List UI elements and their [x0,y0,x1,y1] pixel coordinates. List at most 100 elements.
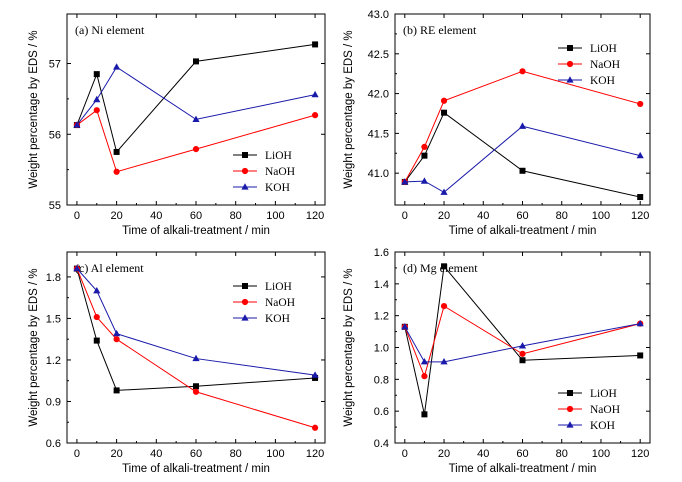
data-point [193,58,199,65]
data-point [637,100,644,108]
y-tick-label: 42.5 [368,49,389,61]
x-axis-title: Time of alkali-treatment / min [122,225,270,237]
panel-title: (c) Al element [75,261,144,275]
y-tick-label: 56 [49,129,61,141]
legend: LiOH NaOH KOH [233,281,295,325]
data-point [93,95,101,103]
y-tick-label: 57 [49,59,61,71]
y-axis-title: Weight percentage by EDS / % [28,268,40,426]
legend-marker [242,152,248,158]
data-point [73,264,81,272]
data-point [518,122,527,129]
x-tick-label: 80 [556,210,568,222]
data-point [440,303,448,310]
data-point [192,146,200,153]
data-point [518,342,527,349]
data-point [73,121,81,128]
x-tick-label: 0 [402,210,408,222]
chart-panel-4: 0 20 40 60 80 100 120 0.4 0.6 0.8 1.0 1.2 1.4 1.6 Time… [343,247,651,475]
data-point [93,286,101,294]
legend-marker [241,167,249,175]
data-point [637,352,644,359]
x-tick-label: 120 [631,210,649,222]
data-point [421,411,428,418]
data-point [441,109,448,116]
x-tick-label: 40 [150,210,162,222]
data-point [636,151,644,159]
x-tick-label: 100 [266,210,284,222]
y-tick-label: 0.8 [374,374,389,386]
x-tick-label: 80 [230,448,242,460]
x-tick-label: 60 [190,448,202,460]
data-point [93,337,100,344]
legend-marker [241,314,249,321]
data-point [93,71,100,78]
data-point [637,194,644,201]
y-tick-label: 1.8 [46,272,61,284]
panel-title: (a) Ni element [75,23,145,37]
data-point [311,90,319,98]
legend-label: NaOH [265,166,295,178]
y-axis-title: Weight percentage by EDS / % [343,268,355,426]
legend-label: KOH [265,313,290,325]
legend: LiOH NaOH KOH [558,388,620,432]
data-point [519,357,526,364]
data-point [440,358,448,365]
series-lioh [73,41,319,155]
x-tick-label: 20 [110,210,122,222]
x-tick-label: 20 [438,448,450,460]
panel-title: (b) RE element [403,23,477,37]
legend-marker [242,283,248,289]
series-koh [401,122,644,195]
data-point [441,263,448,270]
y-tick-label: 0.9 [46,396,61,408]
x-tick-label: 60 [516,210,528,222]
data-point [93,313,100,321]
x-tick-label: 100 [592,210,610,222]
x-tick-label: 120 [631,448,649,460]
y-tick-label: 0.4 [374,438,389,450]
data-point [311,112,319,119]
data-point [636,319,644,327]
x-tick-label: 40 [150,448,162,460]
series-koh [73,63,319,128]
y-tick-label: 55 [49,200,61,212]
data-point [113,336,120,343]
data-point [401,323,409,330]
data-point [519,167,526,174]
data-point [193,383,199,390]
data-point [192,388,200,395]
legend-label: KOH [265,182,290,194]
legend: LiOH NaOH KOH [558,43,620,87]
chart-panel-2: 0 20 40 60 80 100 120 41.0 41.5 42.0 42.5 43.0 Time … [343,9,651,237]
data-point [192,115,200,123]
data-point [312,374,319,381]
series-line [404,305,641,378]
data-point [519,68,526,75]
x-tick-label: 0 [402,448,408,460]
data-point [311,424,319,431]
data-point [421,152,428,159]
data-point [311,371,319,378]
y-tick-label: 43.0 [368,9,389,21]
y-tick-label: 1.2 [374,311,389,323]
data-point [192,354,200,362]
data-point [420,358,429,365]
x-tick-label: 20 [438,210,450,222]
legend-label: LiOH [590,388,617,400]
data-point [113,148,120,155]
x-tick-label: 60 [516,448,528,460]
y-axis-title: Weight percentage by EDS / % [343,30,355,188]
y-tick-label: 1.6 [374,247,389,259]
x-tick-label: 120 [306,448,324,460]
x-axis-title: Time of alkali-treatment / min [449,463,597,475]
x-tick-label: 0 [74,210,80,222]
x-axis-title: Time of alkali-treatment / min [122,463,270,475]
legend-label: KOH [590,75,615,87]
y-tick-label: 0.6 [374,406,389,418]
x-tick-label: 20 [110,448,122,460]
series-line [404,125,641,193]
legend-marker [241,183,249,190]
legend-marker [567,45,573,51]
